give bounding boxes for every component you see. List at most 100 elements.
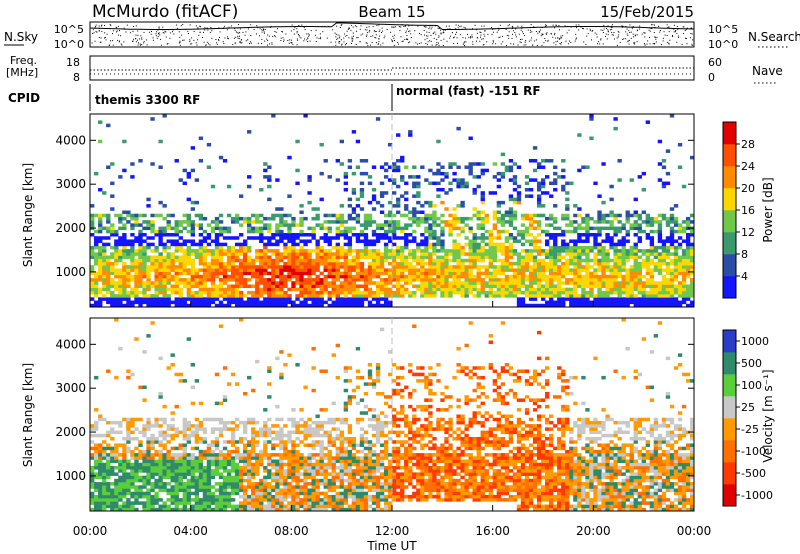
nsky-point: [164, 30, 166, 32]
power-cell: [549, 159, 554, 163]
nsky-point: [250, 42, 252, 44]
power-cell: [633, 197, 638, 202]
power-cell: [367, 265, 373, 269]
nsky-point: [261, 43, 263, 44]
power-cell: [649, 258, 655, 263]
power-cell: [166, 281, 171, 285]
nsky-point: [109, 24, 111, 25]
power-cell: [174, 229, 179, 234]
power-cell: [392, 265, 397, 269]
nsky-point: [117, 39, 119, 41]
nsky-point: [275, 31, 277, 33]
velocity-cell: [90, 472, 95, 476]
power-cell: [428, 290, 433, 295]
power-cell: [291, 284, 296, 288]
power-cell: [456, 274, 461, 279]
nsky-point: [98, 36, 100, 38]
power-cell: [226, 255, 232, 260]
power-cell: [238, 303, 244, 308]
velocity-cell: [90, 424, 95, 428]
power-cell: [335, 284, 340, 288]
velocity-cell: [122, 501, 127, 505]
power-cell: [158, 287, 163, 292]
power-cell: [649, 268, 655, 272]
power-cell: [343, 187, 349, 192]
power-cell: [424, 281, 429, 285]
power-cell: [404, 165, 409, 169]
power-cell: [319, 226, 324, 231]
power-cell: [142, 249, 147, 253]
power-cell: [222, 226, 228, 231]
power-cell: [387, 142, 393, 147]
power-cell: [222, 297, 228, 301]
power-cell: [557, 278, 562, 282]
power-cell: [512, 236, 518, 240]
velocity-cell: [126, 482, 131, 486]
nsky-point: [666, 24, 668, 26]
velocity-cell: [146, 491, 151, 496]
power-cell: [162, 245, 167, 250]
power-cell: [597, 245, 602, 250]
power-cell: [661, 287, 667, 292]
power-cell: [367, 274, 373, 279]
power-colorbar-blocks: [723, 122, 736, 299]
velocity-cell: [134, 478, 139, 483]
power-cell: [263, 223, 268, 227]
power-cell: [387, 278, 393, 282]
power-cell: [255, 252, 260, 256]
power-cell: [234, 278, 240, 282]
power-cell: [633, 278, 638, 282]
power-cell: [198, 242, 204, 247]
power-cell: [669, 258, 675, 263]
nsky-point: [591, 39, 592, 41]
nsky-point: [582, 28, 584, 30]
power-cell: [585, 271, 590, 276]
power-cell: [162, 258, 167, 263]
power-cell: [343, 255, 349, 260]
power-cell: [617, 213, 622, 218]
power-cell: [633, 242, 638, 247]
power-cell: [158, 268, 163, 272]
nsky-point: [676, 33, 678, 35]
nsky-point: [264, 40, 266, 42]
power-cell: [363, 294, 369, 298]
power-cell: [412, 290, 417, 295]
power-cell: [331, 258, 336, 263]
power-cell: [456, 245, 461, 250]
power-cell: [400, 271, 405, 276]
power-cell: [315, 255, 320, 260]
nsky-point: [330, 41, 332, 43]
power-cell: [516, 290, 522, 295]
power-cell: [194, 242, 200, 247]
nsky-point: [191, 43, 193, 45]
power-cell: [472, 258, 477, 263]
colorbar-tick-label: 20: [741, 182, 755, 195]
velocity-cell: [90, 507, 95, 512]
power-cell: [528, 249, 534, 253]
power-cell: [291, 249, 296, 253]
nsky-point: [98, 30, 100, 32]
power-cell: [613, 242, 618, 247]
velocity-cell: [106, 462, 111, 467]
power-cell: [653, 255, 659, 260]
power-cell: [428, 271, 433, 276]
power-cell: [645, 255, 651, 260]
velocity-cell: [98, 485, 103, 489]
velocity-cell: [146, 334, 151, 338]
power-cell: [190, 303, 195, 308]
power-cell: [291, 236, 296, 240]
power-cell: [613, 300, 618, 305]
power-cell: [259, 187, 264, 192]
power-cell: [130, 226, 135, 231]
power-cell: [182, 268, 187, 272]
power-cell: [653, 284, 659, 288]
power-cell: [383, 223, 389, 227]
power-cell: [134, 261, 139, 266]
power-cell: [287, 229, 292, 234]
power-cell: [512, 287, 518, 292]
power-cell: [122, 210, 127, 215]
power-cell: [553, 178, 558, 182]
power-cell: [573, 278, 578, 282]
nsky-point: [410, 37, 412, 38]
nsky-point: [245, 40, 247, 42]
